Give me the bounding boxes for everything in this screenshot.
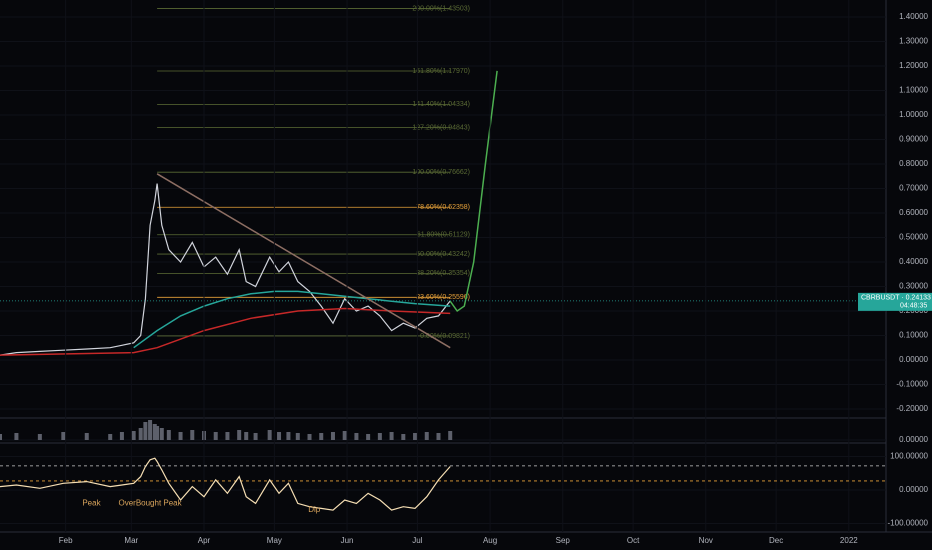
volume-bar [138, 428, 143, 440]
y-tick-label: 0.70000 [899, 184, 928, 193]
y-tick-label: 0.00000 [899, 485, 928, 494]
annotation: Dip [308, 505, 321, 514]
y-tick-label: 1.20000 [899, 61, 928, 70]
volume-bar [155, 426, 160, 440]
volume-bar [253, 433, 258, 440]
volume-bar [377, 433, 382, 440]
volume-bar [448, 431, 453, 440]
volume-bar [14, 433, 19, 440]
x-tick-label: Mar [124, 536, 138, 545]
x-tick-label: May [267, 536, 282, 545]
volume-bar [152, 424, 157, 440]
x-tick-label: Jul [412, 536, 422, 545]
x-tick-label: Feb [59, 536, 73, 545]
volume-bar [143, 422, 148, 440]
volume-bar [237, 430, 242, 440]
y-tick-label: 0.90000 [899, 135, 928, 144]
x-tick-label: Aug [483, 536, 497, 545]
volume-bar [366, 434, 371, 440]
volume-bar [401, 434, 406, 440]
volume-bar [225, 432, 230, 440]
fib-label: 0.00%(0.09821) [420, 333, 470, 340]
y-tick-label: 1.40000 [899, 12, 928, 21]
volume-bar [178, 432, 183, 440]
x-tick-label: 2022 [840, 536, 858, 545]
fib-label: 23.60%(0.25596) [416, 294, 470, 301]
y-tick-label: 0.30000 [899, 282, 928, 291]
annotation: OverBought Peak [118, 499, 182, 508]
x-tick-label: Oct [627, 536, 640, 545]
fib-label: 141.40%(1.04334) [412, 101, 470, 108]
volume-bar [61, 432, 66, 440]
y-tick-label: 100.00000 [890, 452, 928, 461]
volume-bar [108, 434, 113, 440]
volume-bar [0, 434, 2, 440]
fib-label: 200.00%(1.43503) [412, 5, 470, 12]
volume-bar [84, 433, 89, 440]
y-tick-label: -0.20000 [896, 404, 928, 413]
volume-bar [389, 432, 394, 440]
x-tick-label: Nov [699, 536, 713, 545]
series-line [0, 307, 451, 356]
fib-label: 127.20%(0.94843) [412, 124, 470, 131]
volume-bar [267, 430, 272, 440]
x-tick-label: Apr [198, 536, 211, 545]
volume-bar [37, 434, 42, 440]
volume-bar [190, 430, 195, 440]
y-tick-label: 0.50000 [899, 233, 928, 242]
volume-bar [295, 433, 300, 440]
countdown: 04:48:35 [900, 303, 927, 310]
price-label: CBRBUSDT · 0.24133 [861, 295, 931, 302]
volume-bar [159, 428, 164, 440]
fib-label: 50.00%(0.43242) [416, 251, 470, 258]
volume-bar [131, 431, 136, 440]
series-line [0, 183, 451, 356]
volume-bar [213, 432, 218, 440]
volume-bar [286, 432, 291, 440]
x-tick-label: Sep [556, 536, 571, 545]
volume-bar [277, 432, 282, 440]
volume-bar [244, 432, 249, 440]
y-tick-label: 0.10000 [899, 331, 928, 340]
series-line [0, 457, 451, 511]
fib-label: 100.00%(0.76662) [412, 169, 470, 176]
annotation: Peak [82, 499, 101, 508]
y-tick-label: 0.00000 [899, 355, 928, 364]
volume-bar [342, 431, 347, 440]
fib-label: 38.20%(0.35354) [416, 270, 470, 277]
series-line [156, 173, 451, 349]
volume-bar [424, 432, 429, 440]
fib-label: 61.80%(0.51129) [417, 232, 470, 239]
y-tick-label: 0.60000 [899, 208, 928, 217]
y-tick-label: 0.80000 [899, 159, 928, 168]
fib-label: 78.60%(0.62358) [416, 204, 470, 211]
y-tick-label: -0.10000 [896, 380, 928, 389]
y-tick-label: 0.40000 [899, 257, 928, 266]
volume-bar [354, 433, 359, 440]
volume-bar [319, 433, 324, 440]
price-tag [858, 292, 932, 311]
volume-bar [166, 430, 171, 440]
y-tick-label: 1.10000 [899, 86, 928, 95]
volume-bar [436, 433, 441, 440]
volume-bar [148, 420, 153, 440]
volume-bar [307, 434, 312, 440]
y-tick-label: 0.00000 [899, 435, 928, 444]
y-tick-label: 1.30000 [899, 37, 928, 46]
volume-bar [119, 432, 124, 440]
x-tick-label: Jun [341, 536, 354, 545]
volume-bar [330, 432, 335, 440]
fib-label: 161.80%(1.17970) [412, 68, 470, 75]
y-tick-label: 1.00000 [899, 110, 928, 119]
volume-bar [413, 433, 418, 440]
series-line [449, 70, 498, 313]
y-tick-label: -100.00000 [888, 519, 929, 528]
x-tick-label: Dec [769, 536, 783, 545]
